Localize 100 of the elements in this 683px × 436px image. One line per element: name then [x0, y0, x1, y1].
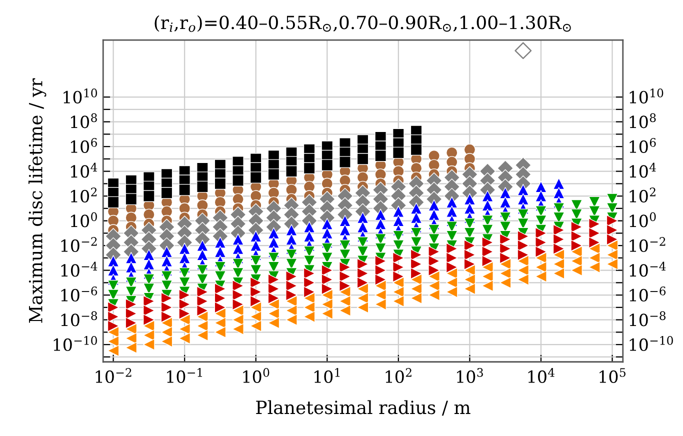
point	[482, 199, 494, 212]
point	[232, 323, 244, 335]
point	[464, 202, 476, 214]
point	[552, 187, 565, 199]
point	[464, 240, 476, 252]
point	[125, 332, 138, 344]
point	[160, 316, 173, 329]
point	[356, 267, 369, 280]
point	[339, 280, 351, 292]
point	[410, 267, 422, 280]
point	[552, 242, 565, 255]
point	[303, 162, 316, 174]
point	[392, 252, 404, 264]
point	[250, 172, 262, 184]
point	[286, 233, 298, 246]
point	[107, 255, 120, 267]
point	[214, 302, 226, 314]
point	[499, 276, 512, 289]
point	[552, 267, 565, 280]
y-tick-label: 10$^{4}$	[70, 162, 98, 178]
point	[125, 193, 138, 206]
point	[517, 193, 530, 206]
point	[374, 208, 386, 221]
point	[160, 255, 173, 267]
point	[143, 338, 155, 350]
point	[570, 240, 583, 252]
point	[232, 174, 244, 186]
point	[482, 190, 494, 202]
point	[374, 255, 386, 267]
point	[232, 304, 244, 316]
text: 10$^{4}$	[630, 162, 656, 178]
point	[143, 258, 155, 270]
point	[321, 289, 334, 301]
point	[268, 292, 280, 304]
y-tick-label: 10$^{0}$	[70, 212, 97, 228]
point	[356, 221, 369, 233]
point	[196, 329, 208, 342]
point	[356, 212, 369, 224]
point	[606, 233, 618, 246]
point	[160, 187, 173, 199]
point	[178, 323, 190, 335]
point	[588, 252, 600, 264]
point	[125, 252, 138, 264]
point	[446, 206, 458, 218]
point	[499, 196, 512, 208]
point	[482, 280, 494, 292]
point	[606, 240, 618, 252]
point	[321, 308, 334, 320]
point	[107, 264, 120, 276]
point	[268, 274, 280, 286]
point	[464, 258, 476, 270]
x-tick-label: 10$^{1}$	[314, 368, 340, 383]
point	[552, 233, 565, 246]
point	[303, 302, 316, 314]
point	[107, 196, 120, 208]
point	[268, 236, 280, 248]
point	[125, 316, 138, 329]
point	[196, 180, 208, 193]
point	[535, 180, 547, 193]
point	[339, 224, 351, 236]
point	[250, 286, 262, 298]
point	[464, 282, 476, 295]
y-tick-label: 10$^{8}$	[70, 113, 97, 128]
point	[410, 274, 422, 286]
point	[410, 144, 422, 156]
point	[428, 270, 440, 282]
point	[214, 178, 226, 190]
point	[446, 196, 458, 208]
text: 10$^{2}$	[630, 188, 656, 202]
point	[499, 233, 512, 246]
point	[178, 298, 190, 310]
text: 10$^{−6}$	[630, 286, 666, 302]
point	[374, 274, 386, 286]
text: 10$^{10}$	[630, 88, 664, 104]
point	[125, 342, 138, 354]
point	[303, 267, 316, 280]
point	[214, 316, 226, 329]
point	[214, 326, 226, 338]
point	[196, 240, 208, 252]
point	[535, 236, 547, 248]
point	[464, 274, 476, 286]
point	[339, 270, 351, 282]
point	[428, 264, 440, 276]
text: 10$^{−10}$	[630, 336, 673, 352]
point	[286, 289, 298, 301]
point	[321, 159, 334, 172]
y-tick-label: 10$^{6}$	[70, 138, 97, 153]
point	[588, 261, 600, 274]
point	[517, 184, 530, 196]
point	[196, 286, 208, 298]
point	[268, 316, 280, 329]
point	[410, 292, 422, 304]
point	[356, 302, 369, 314]
point	[125, 323, 138, 335]
point	[535, 190, 547, 202]
x-axis-title: Planetesimal radius / m	[256, 400, 470, 416]
point	[214, 236, 226, 248]
point	[303, 221, 316, 233]
y-tick-label: 10$^{−2}$	[61, 237, 97, 252]
point	[356, 153, 369, 165]
